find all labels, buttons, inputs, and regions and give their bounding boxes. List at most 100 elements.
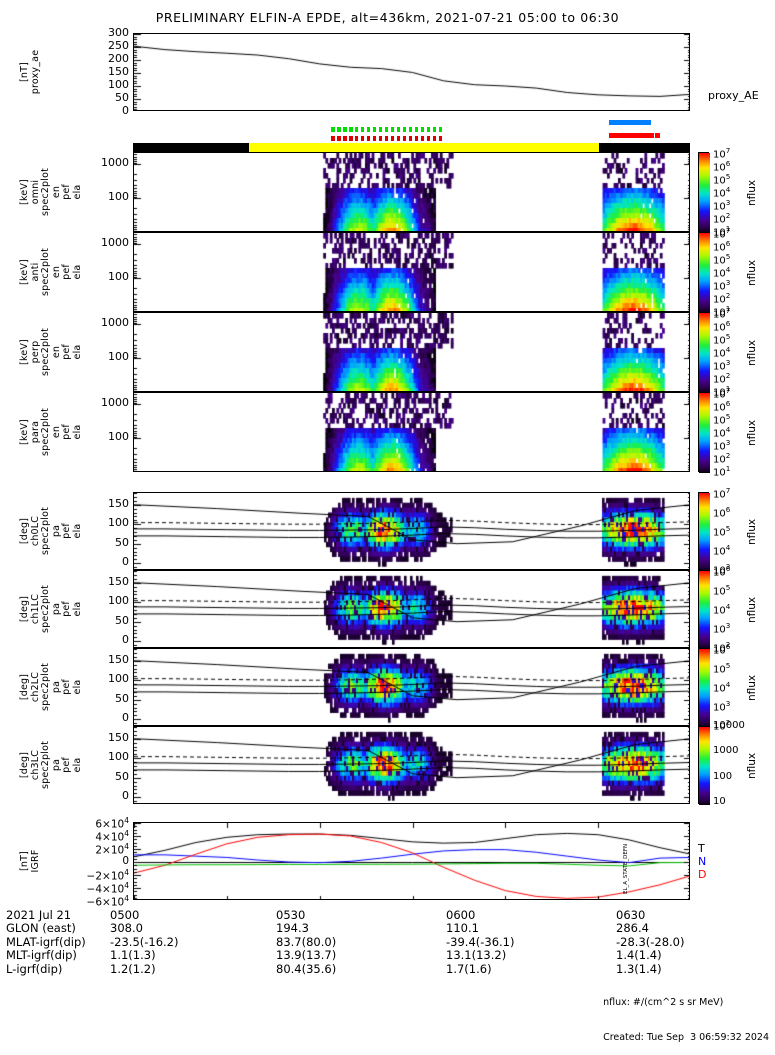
green-dot-2	[343, 127, 347, 132]
ylabel-pa-ch0lc-part2: spec2plot	[40, 506, 51, 556]
colorbar-title-pa-ch1lc: nflux	[746, 596, 758, 623]
panel-pa-ch2lc	[133, 648, 690, 726]
ytick-pa-ch2lc-1: 100	[108, 672, 129, 686]
ytick-epde-perp-0: 1000	[101, 316, 129, 330]
green-dot-1	[337, 127, 341, 132]
ylabel-pa-ch1lc-part1: ch1LC	[29, 593, 41, 625]
status-bar-segment-1	[249, 143, 599, 152]
ylabel-epde-perp-part5: ela	[71, 344, 83, 360]
ylabel-pa-ch2lc-part5: ela	[71, 679, 83, 695]
colorbar-tick-epde-anti-1: 106	[713, 239, 731, 254]
colorbar-pa-ch3lc	[698, 726, 710, 805]
ytick-proxy-ae-1: 250	[108, 39, 129, 53]
colorbar-tick-pa-ch2lc-2: 104	[713, 680, 731, 695]
ytick-pa-ch1lc-2: 50	[115, 613, 129, 627]
ylabel-igrf: [nT] IGRF	[0, 822, 87, 900]
annotation-label-3: MLT-igrf(dip)	[6, 948, 77, 963]
colorbar-tick-epde-para-1: 106	[713, 399, 731, 414]
red-dot-12	[403, 136, 407, 141]
colorbar-pa-ch1lc	[698, 570, 710, 649]
footnote-block: nflux: #/(cm^2 s sr MeV) Created: Tue Se…	[603, 974, 769, 1055]
colorbar-tick-epde-omni-0: 107	[713, 146, 731, 161]
ylabel-igrf-part0: [nT]	[19, 850, 30, 872]
colorbar-tick-pa-ch1lc-0: 106	[713, 564, 731, 579]
colorbar-tick-pa-ch3lc-3: 10	[713, 796, 726, 807]
axis-ticks	[134, 571, 689, 647]
colorbar-tick-pa-ch3lc-0: 10000	[713, 720, 745, 731]
colorbar-tick-epde-perp-4: 103	[713, 358, 731, 373]
ylabel-pa-ch0lc-part4: pef	[61, 523, 72, 539]
ytick-proxy-ae-6: 0	[122, 104, 129, 118]
ylabel-epde-para-part5: ela	[71, 424, 83, 440]
annotation-label-4: L-igrf(dip)	[6, 961, 63, 976]
ytick-epde-anti-1: 100	[108, 270, 129, 284]
red-dot-14	[415, 136, 419, 141]
ytick-epde-omni-1: 100	[108, 190, 129, 204]
colorbar-tick-epde-para-4: 103	[713, 438, 731, 453]
annotation-value-0-3: 0630	[616, 908, 646, 922]
ytick-igrf-4: −2×104	[86, 867, 129, 883]
colorbar-pa-ch2lc	[698, 648, 710, 727]
axis-ticks	[134, 727, 689, 803]
colorbar-tick-pa-ch2lc-1: 105	[713, 661, 731, 676]
marker-bar-red	[609, 133, 655, 138]
colorbar-tick-pa-ch0lc-2: 105	[713, 524, 731, 539]
ytick-pa-ch3lc-0: 150	[108, 730, 129, 744]
ytick-epde-para-0: 1000	[101, 396, 129, 410]
green-dot-18	[438, 127, 443, 132]
panel-epde-omni	[133, 152, 690, 232]
red-dot-17	[432, 136, 437, 141]
colorbar-tick-epde-anti-0: 107	[713, 226, 731, 241]
ylabel-epde-para-part3: en	[50, 425, 62, 439]
red-dot-1	[337, 136, 341, 141]
ylabel-epde-omni-part5: ela	[71, 184, 83, 200]
igrf-legend-d: D	[698, 868, 707, 881]
green-dot-8	[379, 127, 383, 132]
nflux-units: nflux: #/(cm^2 s sr MeV)	[603, 997, 724, 1008]
axis-ticks	[134, 393, 689, 471]
ylabel-epde-omni-part3: en	[50, 185, 62, 199]
colorbar-tick-epde-para-2: 105	[713, 412, 731, 427]
ylabel-pa-ch0lc-part0: [deg]	[19, 517, 30, 545]
colorbar-tick-pa-ch0lc-1: 106	[713, 505, 731, 520]
ylabel-epde-anti-part5: ela	[71, 264, 83, 280]
ytick-pa-ch1lc-1: 100	[108, 594, 129, 608]
ylabel-pa-ch1lc-part4: pef	[61, 601, 72, 617]
ylabel-pa-ch3lc-part4: pef	[61, 757, 72, 773]
annotation-value-0-1: 0530	[276, 908, 306, 922]
colorbar-gradient-epde-anti	[699, 233, 710, 313]
annotation-value-2-3: -28.3(-28.0)	[616, 934, 685, 949]
ylabel-epde-para-part0: [keV]	[19, 419, 30, 445]
ylabel-pa-ch3lc-part3: pa	[50, 758, 62, 772]
red-dot-8	[379, 136, 383, 141]
annotation-value-2-1: 83.7(80.0)	[276, 934, 337, 949]
green-dot-9	[385, 127, 389, 132]
colorbar-gradient-epde-perp	[699, 313, 710, 393]
colorbar-gradient-epde-para	[699, 393, 710, 473]
colorbar-title-epde-perp: nflux	[746, 339, 758, 366]
green-dot-17	[432, 127, 437, 132]
ylabel-epde-anti-part3: en	[50, 265, 62, 279]
colorbar-tick-pa-ch3lc-1: 1000	[713, 745, 739, 757]
ytick-pa-ch3lc-2: 50	[115, 769, 129, 783]
colorbar-tick-epde-perp-1: 106	[713, 319, 731, 334]
ytick-pa-ch2lc-0: 150	[108, 652, 129, 666]
red-dot-18	[438, 136, 443, 141]
colorbar-tick-epde-omni-1: 106	[713, 159, 731, 174]
ylabel-proxy-ae-part1: proxy_ae	[29, 49, 41, 95]
ylabel-pa-ch2lc-part0: [deg]	[19, 673, 30, 701]
annotation-value-1-3: 286.4	[616, 921, 649, 936]
green-dot-13	[409, 127, 413, 132]
ylabel-igrf-part1: IGRF	[29, 849, 41, 873]
status-bar-segment-2	[598, 143, 690, 152]
colorbar-tick-epde-para-0: 107	[713, 386, 731, 401]
ytick-proxy-ae-4: 100	[108, 78, 129, 92]
ytick-pa-ch1lc-0: 150	[108, 574, 129, 588]
green-dot-14	[415, 127, 419, 132]
annotation-value-0-0: 0500	[110, 908, 140, 922]
ytick-pa-ch2lc-2: 50	[115, 691, 129, 705]
ylabel-epde-anti-part0: [keV]	[19, 259, 30, 285]
green-dot-4	[355, 127, 359, 132]
red-dot-5	[361, 136, 365, 141]
colorbar-tick-pa-ch2lc-4: 102	[713, 718, 731, 733]
